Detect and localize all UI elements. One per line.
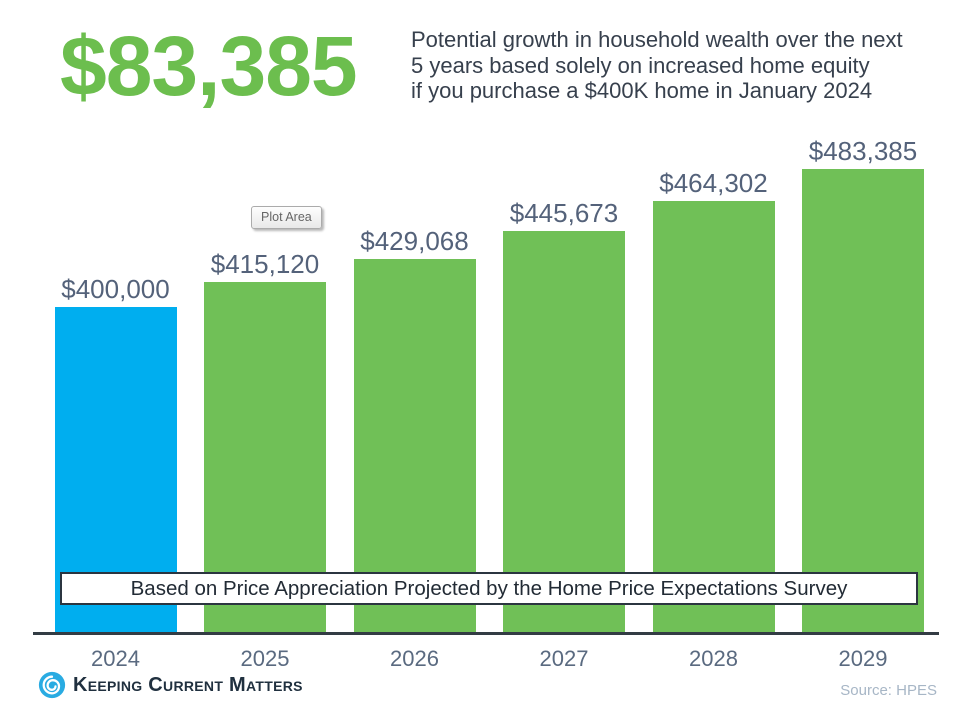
bar-2027[interactable] [503,231,625,633]
bar-2028[interactable] [652,201,775,633]
bar-2026[interactable] [353,259,476,633]
x-tick-2027: 2027 [539,646,589,671]
kcm-logo: Keeping Current Matters [38,671,303,699]
x-axis-line [33,632,939,635]
value-label-2025: $415,120 [210,249,320,279]
banner-caption: Based on Price Appreciation Projected by… [60,572,918,605]
headline-description-line1: Potential growth in household wealth ove… [411,27,903,52]
x-tick-2029: 2029 [838,646,888,671]
source-credit: Source: HPES [840,682,937,699]
value-label-2026: $429,068 [360,226,469,256]
kcm-logo-text: Keeping Current Matters [73,673,303,696]
headline-description: Potential growth in household wealth ove… [411,27,903,104]
headline-description-line2: 5 years based solely on increased home e… [411,52,870,78]
value-label-2029: $483,385 [808,136,918,166]
x-tick-2025: 2025 [240,646,290,671]
x-tick-2026: 2026 [390,646,439,671]
value-label-2024: $400,000 [61,274,170,304]
kcm-swirl-icon [38,671,66,699]
headline-value: $83,385 [60,19,358,113]
headline-description-line3: if you purchase a $400K home in January … [411,78,873,103]
value-label-2028: $464,302 [659,168,768,198]
value-label-2027: $445,673 [509,198,619,228]
x-tick-2028: 2028 [689,646,738,671]
plot-area-tooltip: Plot Area [251,206,322,229]
bar-2029[interactable] [802,169,924,633]
x-tick-2024: 2024 [91,646,140,671]
